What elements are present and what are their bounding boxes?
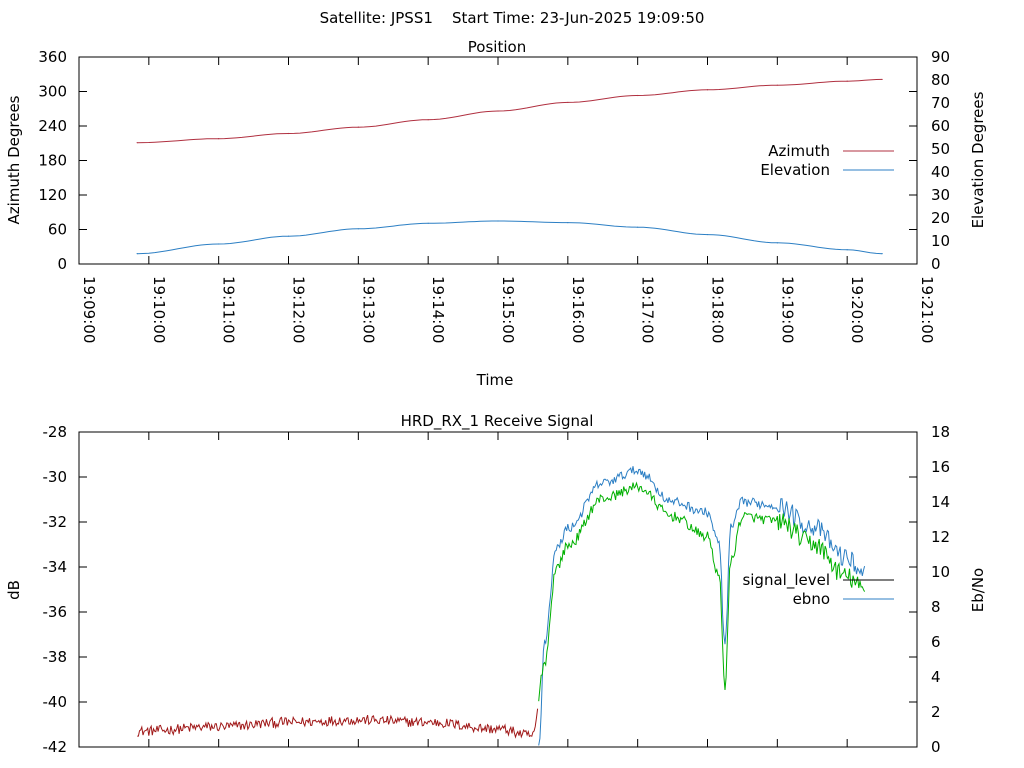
position-series-azimuth-point [637,94,639,97]
position-series-azimuth-point [706,89,709,91]
position-xtick-label: 19:10:00 [150,276,168,343]
position-legend-label: Azimuth [768,142,830,160]
position-series-elevation-point [136,253,138,255]
position-series-elevation-point [881,253,883,255]
signal-y2tick-label: 18 [931,423,950,441]
position-y2tick-label: 60 [931,117,950,135]
position-y2tick-label: 50 [931,140,950,158]
position-series-elevation-point [427,222,429,224]
signal-y2tick-label: 10 [931,563,950,581]
position-series-elevation-point [357,228,359,230]
signal-panel: HRD_RX_1 Receive Signal dB Eb/No -42 -40 -… [5,412,987,756]
position-series-azimuth-point [218,138,220,140]
position-series-elevation-line [137,220,883,255]
signal-y2tick-label: 8 [931,598,941,616]
position-series-azimuth-point [357,126,359,128]
position-series-elevation-point [637,226,639,228]
position-y2-axis-label: Elevation Degrees [969,91,987,228]
position-series-azimuth-line [137,78,883,144]
position-xtick-label: 19:12:00 [290,276,308,343]
position-ytick-label: 0 [57,255,67,273]
position-series-azimuth-point [427,119,429,121]
position-series-elevation-point [567,222,569,224]
position-y2tick-label: 90 [931,48,950,66]
position-y2tick-label: 30 [931,186,950,204]
signal-y2-axis-label: Eb/No [969,568,987,612]
position-series-elevation-point [776,242,778,244]
position-series-elevation-point [846,249,848,251]
position-xtick-label: 19:14:00 [429,276,447,343]
position-series-azimuth-point [287,132,290,135]
signal-ytick-label: -32 [43,513,68,531]
position-y2tick-label: 40 [931,163,950,181]
signal-y2tick-label: 12 [931,528,950,546]
position-xtick-label: 19:20:00 [848,276,866,343]
position-y2tick-label: 10 [931,232,950,250]
position-y2tick-label: 70 [931,94,950,112]
position-legend-label: Elevation [760,161,830,179]
position-xtick-label: 19:19:00 [778,276,796,343]
signal-y2tick-label: 0 [931,738,941,756]
position-y-axis-label: Azimuth Degrees [5,95,23,224]
position-xtick-label: 19:15:00 [499,276,517,343]
signal-ytick-label: -28 [43,423,68,441]
signal-ebno-line [538,466,866,746]
position-ytick-label: 120 [38,186,67,204]
signal-ytick-label: -30 [43,468,68,486]
position-ytick-label: 180 [38,152,67,170]
position-series-azimuth-point [776,84,778,86]
position-series-azimuth-point [136,142,138,144]
signal-level-locked-line [538,481,866,702]
position-title: Position [468,38,526,56]
position-x-axis-label: Time [476,371,514,389]
position-ytick-label: 240 [38,117,67,135]
position-xtick-label: 19:11:00 [220,276,238,343]
signal-y-axis-label: dB [5,580,23,600]
signal-y2tick-label: 2 [931,703,941,721]
signal-y2tick-label: 16 [931,458,950,476]
position-ytick-label: 360 [38,48,67,66]
position-xtick-label: 19:17:00 [639,276,657,343]
signal-title: HRD_RX_1 Receive Signal [401,412,594,431]
signal-ytick-label: -42 [43,738,68,756]
position-series-elevation-point [497,220,499,222]
position-series-azimuth-point [881,78,883,81]
position-xtick-label: 19:21:00 [918,276,936,343]
page-title: Satellite: JPSS1 Start Time: 23-Jun-2025… [320,9,705,27]
signal-ytick-label: -40 [43,693,68,711]
signal-plot-frame [78,431,918,748]
position-series-azimuth-point [846,80,848,82]
position-y2tick-label: 0 [931,255,941,273]
position-series-elevation-point [218,243,220,245]
position-ytick-label: 300 [38,83,67,101]
position-series-elevation-point [706,233,709,236]
position-panel: Position Azimuth Degrees Elevation Degre… [5,38,987,389]
position-series-elevation-point [287,235,290,237]
signal-level-unlocked-line [137,708,539,739]
signal-y2tick-label: 14 [931,493,950,511]
position-y2tick-label: 80 [931,71,950,89]
position-y2tick-label: 20 [931,209,950,227]
position-xtick-label: 19:18:00 [709,276,727,343]
signal-y2tick-label: 4 [931,668,941,686]
position-xtick-label: 19:13:00 [359,276,377,343]
position-series-azimuth-point [497,110,499,112]
position-ytick-label: 60 [48,221,67,239]
signal-ytick-label: -34 [43,558,68,576]
signal-legend-label: signal_level [742,571,830,590]
signal-ytick-label: -36 [43,603,68,621]
position-xtick-label: 19:09:00 [80,276,98,343]
signal-legend-label: ebno [793,590,830,608]
signal-ytick-label: -38 [43,648,68,666]
position-series-azimuth-point [567,101,569,104]
position-xtick-label: 19:16:00 [569,276,587,343]
signal-y2tick-label: 6 [931,633,941,651]
